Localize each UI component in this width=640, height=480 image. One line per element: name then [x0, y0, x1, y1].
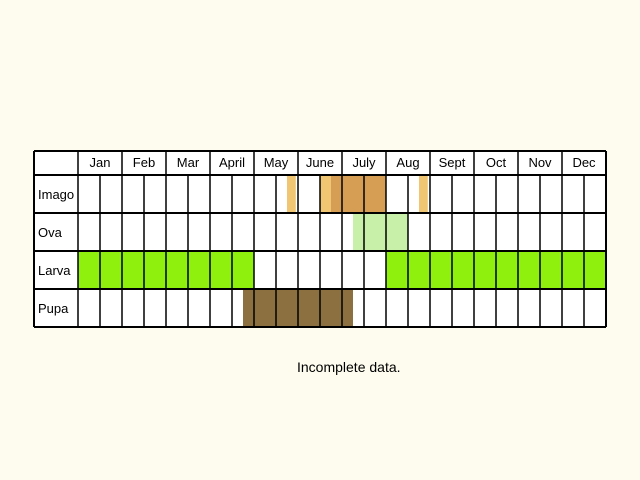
- month-label-jan: Jan: [90, 155, 111, 170]
- month-label-nov: Nov: [528, 155, 552, 170]
- month-label-june: June: [306, 155, 334, 170]
- month-label-april: April: [219, 155, 245, 170]
- month-label-oct: Oct: [486, 155, 507, 170]
- segment-imago-0: [287, 175, 296, 213]
- month-label-may: May: [264, 155, 289, 170]
- segment-imago-2: [331, 175, 386, 213]
- segment-ova-0: [353, 213, 408, 251]
- month-label-dec: Dec: [572, 155, 596, 170]
- month-label-aug: Aug: [396, 155, 419, 170]
- month-label-sept: Sept: [439, 155, 466, 170]
- month-label-feb: Feb: [133, 155, 155, 170]
- month-label-july: July: [352, 155, 376, 170]
- month-label-mar: Mar: [177, 155, 200, 170]
- footnote: Incomplete data.: [297, 359, 401, 375]
- row-label-imago: Imago: [38, 187, 74, 202]
- row-label-pupa: Pupa: [38, 301, 69, 316]
- segment-imago-3: [419, 175, 428, 213]
- row-label-ova: Ova: [38, 225, 63, 240]
- row-label-larva: Larva: [38, 263, 71, 278]
- segment-imago-1: [320, 175, 331, 213]
